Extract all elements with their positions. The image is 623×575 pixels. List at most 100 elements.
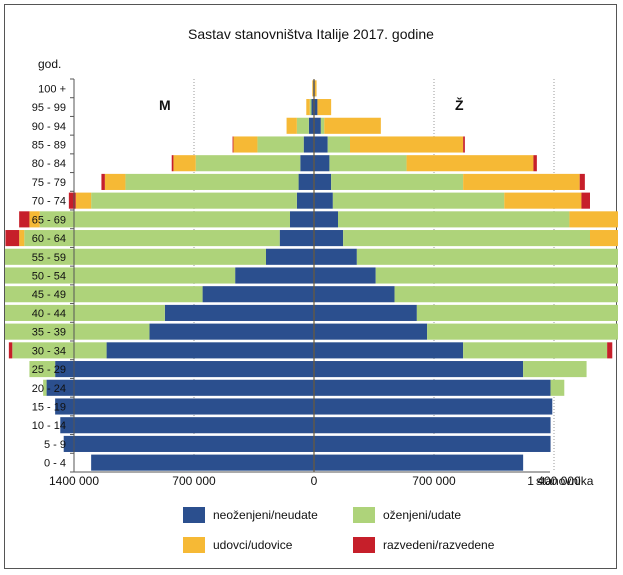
bar-female [314, 361, 524, 378]
bar-male [266, 248, 314, 265]
bar-female [314, 211, 338, 228]
chart-title: Sastav stanovništva Italije 2017. godine [188, 26, 434, 42]
bar-female [314, 267, 376, 284]
bar-male [5, 248, 266, 265]
y-tick-label: 35 - 39 [32, 327, 66, 339]
bar-female [463, 173, 580, 190]
bar-male [19, 211, 30, 228]
bar-female [314, 117, 321, 134]
bar-male [5, 230, 20, 247]
bar-male [19, 230, 25, 247]
bar-male [312, 80, 314, 97]
bar-female [329, 155, 407, 172]
bar-female [317, 99, 332, 116]
bar-male [91, 454, 315, 471]
x-tick-label: 0 [311, 474, 318, 488]
bar-female [314, 379, 551, 396]
legend-swatch [353, 507, 375, 523]
bar-male [296, 117, 309, 134]
bar-male [232, 136, 234, 153]
bar-female [338, 211, 570, 228]
bar-female [314, 248, 357, 265]
bar-female [314, 99, 318, 116]
bar-female [350, 136, 464, 153]
x-tick-label: 1 400 000 [527, 474, 581, 488]
y-tick-label: 65 - 69 [32, 214, 66, 226]
bar-female [327, 136, 350, 153]
bar-male [104, 173, 126, 190]
bar-male [46, 379, 314, 396]
y-tick-label: 55 - 59 [32, 252, 66, 264]
legend-item: oženjeni/udate [353, 507, 461, 523]
bar-male [298, 173, 314, 190]
bar-male [63, 435, 314, 452]
bar-male [106, 342, 314, 359]
bar-male [308, 117, 314, 134]
bar-female [314, 286, 395, 303]
bar-female [569, 211, 618, 228]
bar-female [375, 267, 618, 284]
bar-female [343, 230, 590, 247]
x-tick-label: 700 000 [412, 474, 456, 488]
bar-female [314, 80, 317, 97]
y-tick-label: 25 - 29 [32, 364, 66, 376]
bar-female [356, 248, 618, 265]
bar-male [91, 192, 297, 209]
bar-female [581, 192, 590, 209]
bar-male [257, 136, 304, 153]
bar-male [290, 211, 314, 228]
legend-item: razvedeni/razvedene [353, 537, 494, 553]
legend-swatch [183, 537, 205, 553]
bar-male [202, 286, 314, 303]
bar-female [314, 230, 344, 247]
y-tick-label: 0 - 4 [44, 458, 66, 470]
bar-female [523, 361, 587, 378]
bar-female [314, 173, 332, 190]
legend-item: udovci/udovice [183, 537, 292, 553]
bar-female [607, 342, 613, 359]
y-tick-label: 45 - 49 [32, 289, 66, 301]
y-tick-label: 30 - 34 [32, 345, 66, 357]
x-tick-label: 1400 000 [49, 474, 99, 488]
bar-male [8, 342, 13, 359]
x-axis-label: stanovnika [536, 474, 594, 488]
female-side-label: Ž [455, 96, 464, 113]
bar-male [29, 361, 56, 378]
bar-male [43, 379, 47, 396]
bar-male [286, 117, 297, 134]
bar-male [296, 192, 314, 209]
y-tick-label: 5 - 9 [44, 439, 66, 451]
bar-female [504, 192, 582, 209]
bar-female [314, 342, 464, 359]
bar-male [39, 211, 290, 228]
bar-male [12, 342, 107, 359]
bar-male [5, 323, 150, 340]
legend-swatch [183, 507, 205, 523]
bar-female [314, 435, 551, 452]
bar-female [324, 117, 381, 134]
bar-female [320, 117, 325, 134]
bar-female [463, 342, 608, 359]
bar-female [463, 136, 465, 153]
legend-label: udovci/udovice [213, 538, 293, 552]
bar-female [533, 155, 537, 172]
bar-male [55, 361, 315, 378]
bar-male [233, 136, 258, 153]
y-tick-label: 20 - 24 [32, 383, 66, 395]
legend-label: neoženjeni/neudate [213, 508, 318, 522]
chart-frame: Sastav stanovništva Italije 2017. godine… [4, 4, 618, 569]
bar-female [314, 398, 553, 415]
bar-female [406, 155, 534, 172]
y-tick-label: 15 - 19 [32, 402, 66, 414]
bar-male [5, 267, 236, 284]
bar-female [394, 286, 618, 303]
bar-male [125, 173, 299, 190]
bar-male [24, 230, 280, 247]
bar-female [550, 379, 565, 396]
bar-male [173, 155, 196, 172]
bar-male [279, 230, 314, 247]
bar-male [75, 192, 92, 209]
x-tick-label: 700 000 [172, 474, 216, 488]
bar-female [314, 417, 551, 434]
bar-male [164, 304, 314, 321]
